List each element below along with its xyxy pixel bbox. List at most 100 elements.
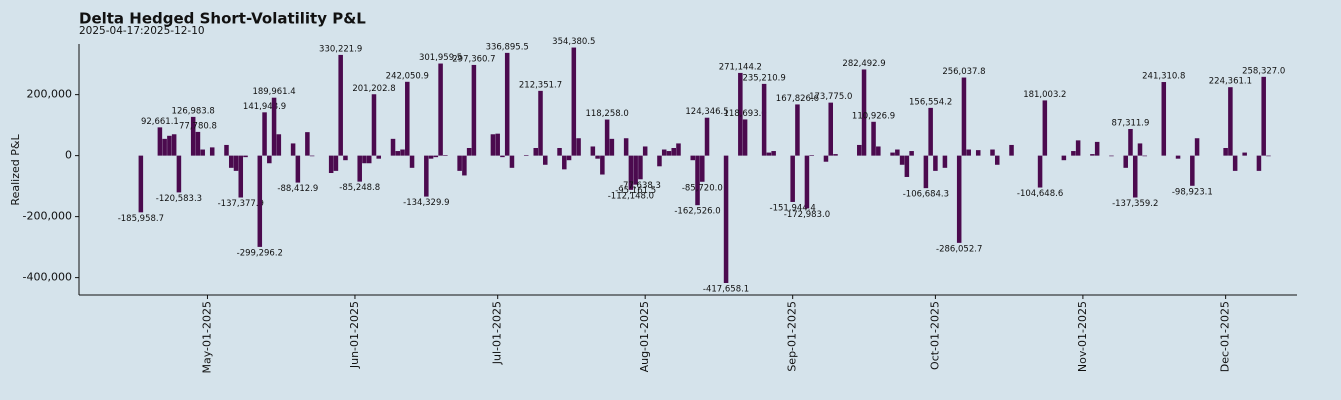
bar (1090, 154, 1095, 156)
chart-title: Delta Hedged Short-Volatility P&L (79, 10, 366, 28)
value-label: -417,658.1 (703, 285, 749, 295)
bar (157, 127, 163, 156)
bar (1161, 82, 1167, 156)
value-label: 354,380.5 (552, 37, 595, 47)
bar (1232, 155, 1238, 171)
bar (1071, 151, 1076, 156)
bar (500, 155, 505, 158)
bar (290, 143, 296, 156)
value-label: 173,775.0 (809, 92, 852, 102)
x-tick-label: Sep-01-2025 (786, 301, 799, 372)
bar (904, 155, 910, 177)
bar (405, 81, 410, 156)
value-label: 242,050.9 (386, 71, 429, 81)
bar (795, 104, 800, 156)
bar (200, 149, 205, 156)
bar (471, 64, 477, 156)
value-label: -286,052.7 (936, 244, 982, 254)
value-label: 181,003.2 (1023, 90, 1066, 100)
bar (366, 155, 372, 164)
bar (462, 155, 467, 176)
bar (457, 155, 462, 171)
value-label: 118,693.0 (723, 109, 766, 119)
value-label: 87,311.9 (1112, 118, 1150, 128)
bar (295, 155, 301, 183)
bar (600, 155, 605, 175)
bar (1075, 140, 1081, 156)
bar (804, 155, 810, 209)
bar (1128, 128, 1133, 156)
bar (942, 155, 948, 168)
bar (395, 151, 401, 156)
bar (309, 155, 315, 157)
bar (1194, 138, 1200, 156)
value-label: 156,554.2 (909, 97, 952, 107)
value-label: -151,944.4 (770, 203, 816, 213)
value-label: 77,780.8 (179, 121, 217, 131)
value-label: 282,492.9 (842, 59, 885, 69)
y-tick-label: 0 (65, 149, 72, 162)
bar (409, 155, 415, 168)
bar (923, 155, 929, 189)
bar (171, 134, 177, 156)
bar (495, 133, 500, 156)
bar (276, 134, 282, 156)
bar (566, 155, 572, 161)
bar (543, 155, 548, 165)
bar (490, 134, 496, 156)
chart-subtitle: 2025-04-17:2025-12-10 (79, 25, 205, 37)
bar (428, 155, 434, 159)
bar (742, 119, 748, 156)
bar (642, 146, 648, 156)
bar (1009, 144, 1014, 156)
bar (966, 149, 971, 156)
bar (1042, 100, 1048, 156)
bar (604, 119, 610, 156)
bar (562, 155, 567, 170)
value-label: 297,360.7 (452, 54, 495, 64)
bar (167, 135, 172, 156)
bar (671, 147, 676, 156)
bar (433, 155, 439, 158)
bar (228, 155, 234, 168)
bar (262, 112, 267, 156)
bar (571, 47, 577, 156)
bar (700, 155, 705, 182)
value-label: -112,148.0 (608, 191, 654, 201)
bar (438, 63, 443, 156)
value-label: 336,895.5 (486, 42, 529, 52)
bar (595, 155, 600, 159)
bar (961, 77, 967, 156)
bar (138, 155, 144, 213)
bar (590, 146, 596, 156)
value-label: 124,346.5 (685, 107, 728, 117)
bar (328, 155, 334, 174)
bar (305, 132, 310, 156)
bar (224, 144, 229, 156)
value-label: -77,638.3 (620, 181, 661, 191)
bar (738, 72, 743, 156)
bar (190, 116, 196, 156)
bar (871, 121, 876, 156)
bar (443, 155, 448, 156)
x-tick-label: May-01-2025 (200, 301, 213, 373)
bar (609, 138, 615, 156)
x-tick-label: Jun-01-2025 (348, 301, 361, 369)
bar (676, 143, 681, 156)
value-label: -120,583.3 (156, 194, 202, 204)
bar (257, 155, 263, 247)
bar (790, 155, 795, 202)
bar (243, 155, 248, 158)
value-label: -88,412.9 (277, 184, 318, 194)
bar (690, 155, 696, 161)
value-label: -185,958.7 (118, 214, 164, 224)
bar (695, 155, 700, 206)
value-label: 212,351.7 (519, 80, 562, 90)
bar (761, 83, 767, 156)
value-label: 301,959.5 (419, 53, 462, 63)
value-label: 92,661.1 (141, 117, 179, 127)
bar (1037, 155, 1043, 188)
bar (1190, 155, 1195, 186)
bar (576, 138, 581, 156)
